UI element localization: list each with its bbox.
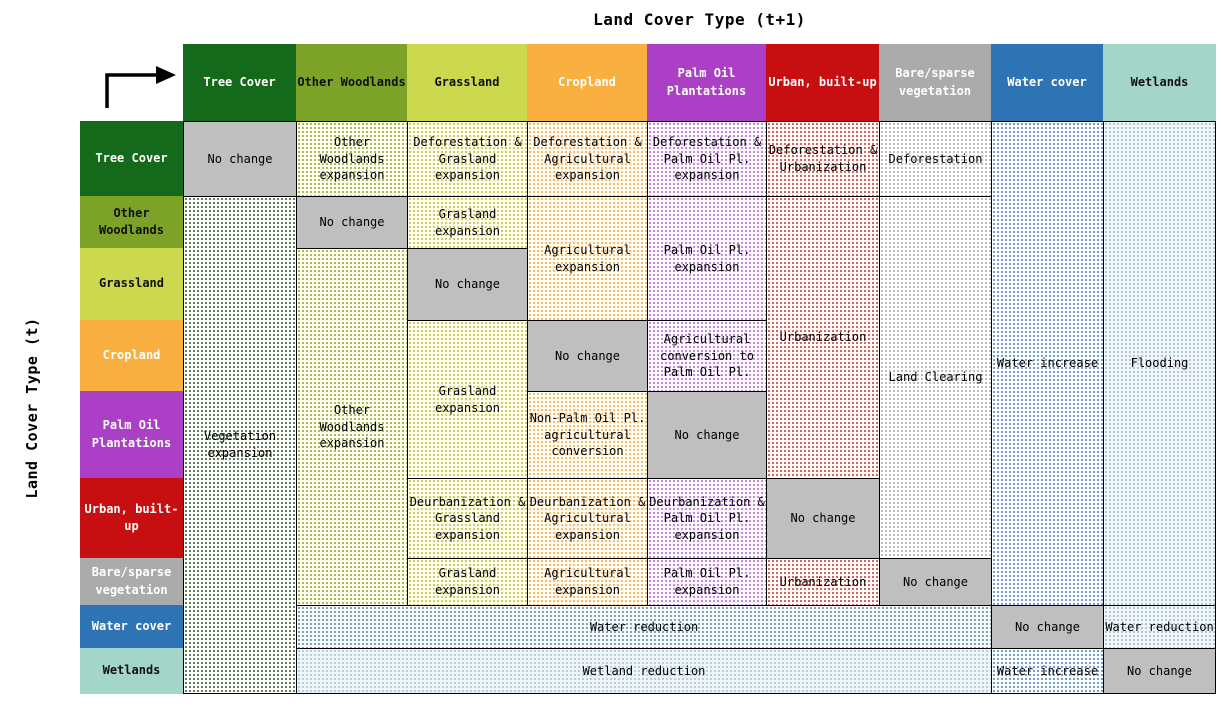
- cell-r3c3: No change: [407, 248, 527, 320]
- row-header-water-cover: Water cover: [80, 605, 183, 648]
- col-header-wetlands: Wetlands: [1103, 44, 1216, 121]
- cell-r5c4: Non-Palm Oil Pl. agricultural conversion: [527, 391, 647, 478]
- cell-r2r3c5: Palm Oil Pl. expansion: [647, 196, 766, 320]
- cell-r1c2: Other Woodlands expansion: [296, 121, 407, 196]
- cell-r2r3c4: Agricultural expansion: [527, 196, 647, 320]
- cell-r1c1: No change: [183, 121, 296, 196]
- cell-r7c4: Agricultural expansion: [527, 558, 647, 605]
- cell-r6c3: Deurbanization & Grassland expansion: [407, 478, 527, 558]
- row-header-other-woodlands: Other Woodlands: [80, 196, 183, 248]
- cell-r4c4: No change: [527, 320, 647, 391]
- cell-r5c5: No change: [647, 391, 766, 478]
- row-header-grassland: Grassland: [80, 248, 183, 320]
- row-header-bare-sparse: Bare/sparse vegetation: [80, 558, 183, 605]
- cell-r1c7: Deforestation: [879, 121, 991, 196]
- cell-r1c3: Deforestation & Grasland expansion: [407, 121, 527, 196]
- cell-r9-wetland-reduction: Wetland reduction: [296, 648, 991, 694]
- cell-r7c5: Palm Oil Pl. expansion: [647, 558, 766, 605]
- row-header-wetlands: Wetlands: [80, 648, 183, 694]
- row-header-urban: Urban, built-up: [80, 478, 183, 558]
- col-header-water-cover: Water cover: [991, 44, 1103, 121]
- cell-r1c5: Deforestation & Palm Oil Pl. expansion: [647, 121, 766, 196]
- cell-r8c8: No change: [991, 605, 1103, 648]
- col-header-palm-oil: Palm Oil Plantations: [647, 44, 766, 121]
- cell-r9c8: Water increase: [991, 648, 1103, 694]
- col-header-other-woodlands: Other Woodlands: [296, 44, 407, 121]
- cell-c6-urbanization: Urbanization: [766, 196, 879, 478]
- row-header-tree-cover: Tree Cover: [80, 121, 183, 196]
- cell-r6c5: Deurbanization & Palm Oil Pl. expansion: [647, 478, 766, 558]
- row-header-cropland: Cropland: [80, 320, 183, 391]
- cell-r7c3: Grasland expansion: [407, 558, 527, 605]
- cell-r2c2: No change: [296, 196, 407, 248]
- cell-r8c9: Water reduction: [1103, 605, 1216, 648]
- cell-c8-water-increase: Water increase: [991, 121, 1103, 605]
- cell-r1c4: Deforestation & Agricultural expansion: [527, 121, 647, 196]
- col-header-grassland: Grassland: [407, 44, 527, 121]
- col-header-bare-sparse: Bare/sparse vegetation: [879, 44, 991, 121]
- y-axis-title: Land Cover Type (t): [23, 317, 41, 499]
- corner-cell: [80, 44, 183, 121]
- cell-c7-land-clearing: Land Clearing: [879, 196, 991, 558]
- cell-c1-vegetation-expansion: Vegetation expansion: [183, 196, 296, 694]
- cell-r7c6: Urbanization: [766, 558, 879, 605]
- row-header-palm-oil: Palm Oil Plantations: [80, 391, 183, 478]
- cell-r8-water-reduction: Water reduction: [296, 605, 991, 648]
- cell-r2c3: Grasland expansion: [407, 196, 527, 248]
- cell-r9c9: No change: [1103, 648, 1216, 694]
- cell-c9-flooding: Flooding: [1103, 121, 1216, 605]
- cell-r4r5c3: Grasland expansion: [407, 320, 527, 478]
- transition-matrix-grid: Tree Cover Other Woodlands Grassland Cro…: [80, 44, 1216, 694]
- cell-r4c5: Agricultural conversion to Palm Oil Pl.: [647, 320, 766, 391]
- cell-r6c6: No change: [766, 478, 879, 558]
- col-header-tree-cover: Tree Cover: [183, 44, 296, 121]
- cell-r7c7: No change: [879, 558, 991, 605]
- col-header-cropland: Cropland: [527, 44, 647, 121]
- cell-c2-other-woodlands-expansion: Other Woodlands expansion: [296, 248, 407, 605]
- cell-r6c4: Deurbanization & Agricultural expansion: [527, 478, 647, 558]
- col-header-urban: Urban, built-up: [766, 44, 879, 121]
- x-axis-title: Land Cover Type (t+1): [593, 10, 806, 29]
- cell-r1c6: Deforestation & Urbanization: [766, 121, 879, 196]
- axis-arrow-icon: [100, 55, 182, 113]
